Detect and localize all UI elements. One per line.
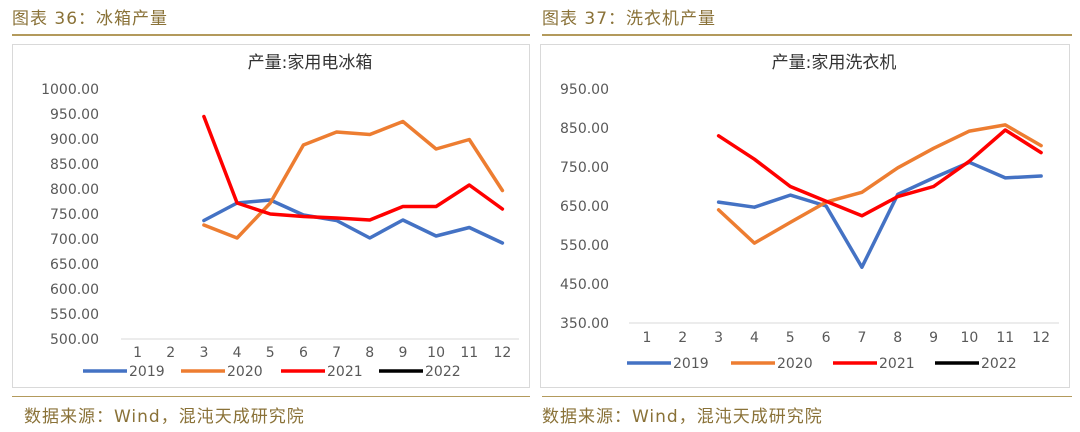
x-tick-label: 2 [166,345,175,361]
x-tick-label: 6 [822,330,831,346]
chart-title: 产量:家用电冰箱 [248,53,373,73]
x-tick-label: 8 [893,330,902,346]
washer-production-chart: 产量:家用洗衣机950.00850.00750.00650.00550.0045… [560,53,1059,372]
y-tick-label: 550.00 [50,307,99,323]
right-caption-rule [542,34,1072,36]
legend-label-2019: 2019 [129,364,165,380]
y-tick-label: 550.00 [560,238,609,254]
left-chart-frame: 产量:家用电冰箱 1000.00 950.00 900.00 850.00 800.00 7… [12,44,530,388]
y-tick-label: 500.00 [50,332,99,348]
x-tick-label: 12 [494,345,512,361]
x-tick-label: 9 [398,345,407,361]
legend-label-2020: 2020 [227,364,263,380]
y-tick-label: 750.00 [560,160,609,176]
y-tick-label: 450.00 [560,277,609,293]
legend-label-2022: 2022 [981,356,1017,372]
y-tick-label: 850.00 [50,157,99,173]
x-tick-label: 3 [714,330,723,346]
x-tick-label: 10 [427,345,445,361]
y-tick-label: 950.00 [50,107,99,123]
legend-label-2021: 2021 [879,356,915,372]
x-tick-label: 7 [857,330,866,346]
series-line-2020 [202,119,505,240]
y-tick-label: 350.00 [560,316,609,332]
x-tick-label: 4 [233,345,242,361]
series-line-2021 [716,128,1043,218]
right-source-rule [542,396,1072,397]
left-caption-rule [12,34,530,36]
series-line-2020 [716,123,1043,245]
legend-label-2021: 2021 [327,364,363,380]
y-tick-label: 900.00 [50,132,99,148]
x-tick-label: 5 [266,345,275,361]
y-tick-label: 950.00 [560,82,609,98]
x-tick-label: 1 [642,330,651,346]
right-source-note: 数据来源：Wind，混沌天成研究院 [542,407,823,427]
x-tick-label: 11 [996,330,1014,346]
y-tick-label: 600.00 [50,282,99,298]
x-tick-label: 3 [199,345,208,361]
series-line-2019 [202,198,505,245]
x-tick-label: 7 [332,345,341,361]
y-tick-label: 1000.00 [41,82,99,98]
x-tick-label: 2 [678,330,687,346]
x-tick-label: 4 [750,330,759,346]
legend-label-2019: 2019 [673,356,709,372]
y-tick-label: 850.00 [560,121,609,137]
fridge-production-chart: 产量:家用电冰箱 1000.00 950.00 900.00 850.00 800.00 7… [41,53,519,380]
y-tick-label: 700.00 [50,232,99,248]
right-chart-frame: 产量:家用洗衣机 950.00 850.00 750.00 650.00 550.00 45… [540,44,1070,388]
x-tick-label: 11 [460,345,478,361]
series-line-2021 [202,114,505,222]
x-tick-label: 10 [961,330,979,346]
x-tick-label: 1 [133,345,142,361]
y-tick-label: 750.00 [50,207,99,223]
y-tick-label: 650.00 [50,257,99,273]
legend-label-2022: 2022 [425,364,461,380]
x-tick-label: 8 [365,345,374,361]
right-figure-caption: 图表 37：洗衣机产量 [542,9,717,29]
left-source-rule [12,396,530,397]
left-figure-caption: 图表 36：冰箱产量 [12,9,169,29]
left-source-note: 数据来源：Wind，混沌天成研究院 [24,407,305,427]
x-tick-label: 6 [299,345,308,361]
x-tick-label: 12 [1032,330,1050,346]
series-line-2019 [716,160,1043,269]
y-tick-label: 650.00 [560,199,609,215]
chart-title: 产量:家用洗衣机 [772,53,897,73]
x-tick-label: 9 [929,330,938,346]
legend-label-2020: 2020 [777,356,813,372]
y-tick-label: 800.00 [50,182,99,198]
x-tick-label: 5 [786,330,795,346]
